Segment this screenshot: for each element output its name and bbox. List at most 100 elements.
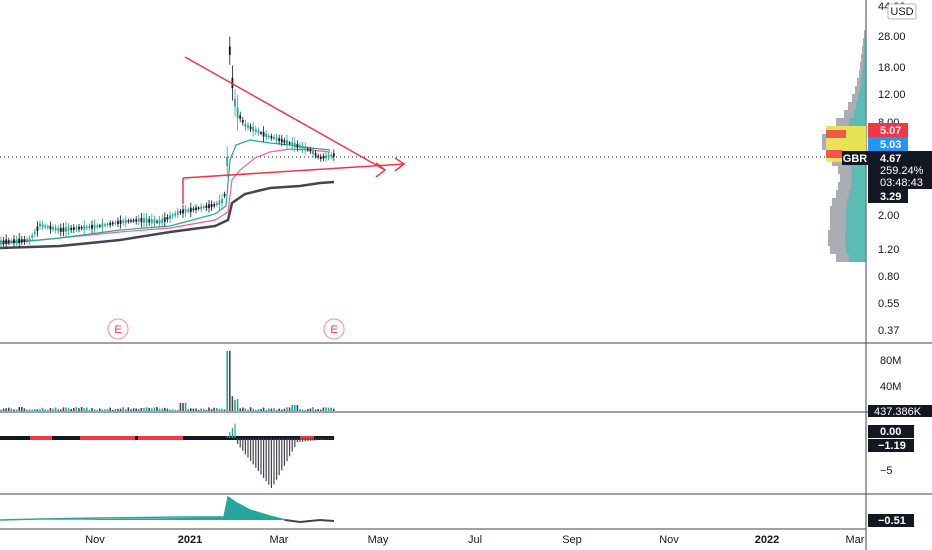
candle-body [241, 120, 244, 123]
volume-bar [101, 409, 104, 411]
svg-text:−5: −5 [880, 465, 893, 477]
volume-bar [296, 405, 299, 411]
volume-bar [62, 407, 65, 411]
volume-bar [231, 396, 234, 411]
volume-profile-bar [859, 70, 862, 78]
volume-profile-bar [863, 38, 864, 46]
volume-profile-bar [863, 62, 866, 70]
candle-body [93, 224, 96, 229]
candle-body [46, 226, 49, 228]
volume-bar [236, 398, 239, 411]
candle-body [26, 239, 28, 242]
candle-body [145, 218, 148, 224]
candle-body [322, 156, 325, 159]
macd-bar [333, 438, 335, 439]
volume-bar [179, 403, 182, 411]
candle-body [176, 211, 179, 215]
volume-profile-bar [847, 198, 866, 206]
volume-bar [200, 408, 202, 411]
volume-bar [307, 409, 309, 411]
svg-text:03:48:43: 03:48:43 [880, 177, 923, 189]
volume-profile-bar [830, 214, 846, 222]
candle-body [228, 46, 231, 55]
candle-body [257, 130, 260, 133]
candle-body [239, 115, 242, 119]
candle-body [325, 155, 327, 159]
candle-body [36, 226, 39, 232]
volume-bar [91, 407, 93, 411]
volume-bar [127, 407, 130, 411]
volume-profile-bar [848, 102, 856, 110]
candle-body [13, 239, 15, 243]
last-price-label: 4.67 259.24% 03:48:43 [868, 151, 932, 189]
macd-axis[interactable]: 0.00 −1.19 −5 [868, 425, 914, 477]
candle-body [122, 220, 125, 223]
candle-body [132, 219, 135, 222]
volume-bar [15, 409, 18, 411]
volume-bar [161, 408, 163, 411]
volume-bar [169, 409, 171, 411]
candle-body [182, 209, 184, 214]
volume-profile-bar [830, 246, 846, 254]
macd-bar [247, 438, 249, 458]
earnings-marker[interactable]: E [107, 318, 129, 340]
macd-bar [255, 438, 257, 468]
volume-bar [125, 409, 127, 411]
volume-bar [273, 408, 275, 411]
macd-bar [302, 438, 304, 442]
resistance-trendline[interactable] [184, 56, 386, 171]
candle-body [234, 98, 236, 107]
macd-bar [320, 438, 322, 440]
svg-text:−1.19: −1.19 [878, 440, 906, 452]
candle-body [265, 133, 268, 137]
volume-bar [286, 407, 288, 411]
candle-body [5, 239, 8, 244]
macd-bar [283, 438, 285, 466]
volume-profile-bar [864, 46, 866, 54]
volume-profile-bar [832, 198, 847, 206]
earnings-marker[interactable]: E [323, 318, 345, 340]
candle-body [226, 156, 229, 167]
volume-profile-bar [855, 86, 860, 94]
candle-body [98, 225, 101, 227]
candle-body [130, 220, 132, 222]
candle-body [249, 126, 252, 130]
price-pane[interactable] [0, 0, 866, 343]
volume-axis[interactable]: 80M 40M 437.386K [868, 355, 932, 418]
time-axis[interactable]: Nov 2021 Mar May Jul Sep Nov 2022 Mar [85, 534, 865, 546]
volume-bar [158, 408, 161, 411]
volume-profile-bar [828, 238, 845, 246]
candle-body [288, 142, 291, 144]
volume-bar [182, 403, 184, 411]
currency-button[interactable]: USD [887, 3, 917, 20]
arrow-head-icon [394, 157, 406, 172]
candle-body [223, 194, 226, 196]
oscillator-axis[interactable]: −0.51 [868, 514, 914, 527]
candle-body [104, 224, 106, 226]
volume-profile-bar [844, 110, 854, 118]
arrow-head-icon [375, 162, 387, 178]
macd-bar [315, 438, 317, 441]
volume-profile-bar [838, 166, 851, 174]
volume-bar [8, 407, 10, 411]
candle-body [75, 227, 78, 230]
candle-body [270, 136, 273, 139]
volume-bar [13, 409, 15, 411]
candle-body [296, 144, 299, 148]
candle-body [65, 227, 67, 232]
volume-bar [294, 405, 296, 411]
svg-text:USD: USD [890, 6, 913, 18]
volume-profile-bar [846, 206, 866, 214]
oscillator-area [0, 497, 285, 520]
support-trendline[interactable] [182, 163, 405, 179]
macd-bar [317, 438, 319, 441]
candle-body [59, 227, 62, 232]
svg-text:0.80: 0.80 [878, 271, 899, 283]
candle-body [0, 240, 2, 244]
candle-body [33, 231, 36, 235]
svg-text:1.20: 1.20 [878, 244, 899, 256]
volume-profile-bar [864, 30, 865, 38]
candle-body [143, 218, 145, 223]
macd-bar [309, 438, 311, 441]
